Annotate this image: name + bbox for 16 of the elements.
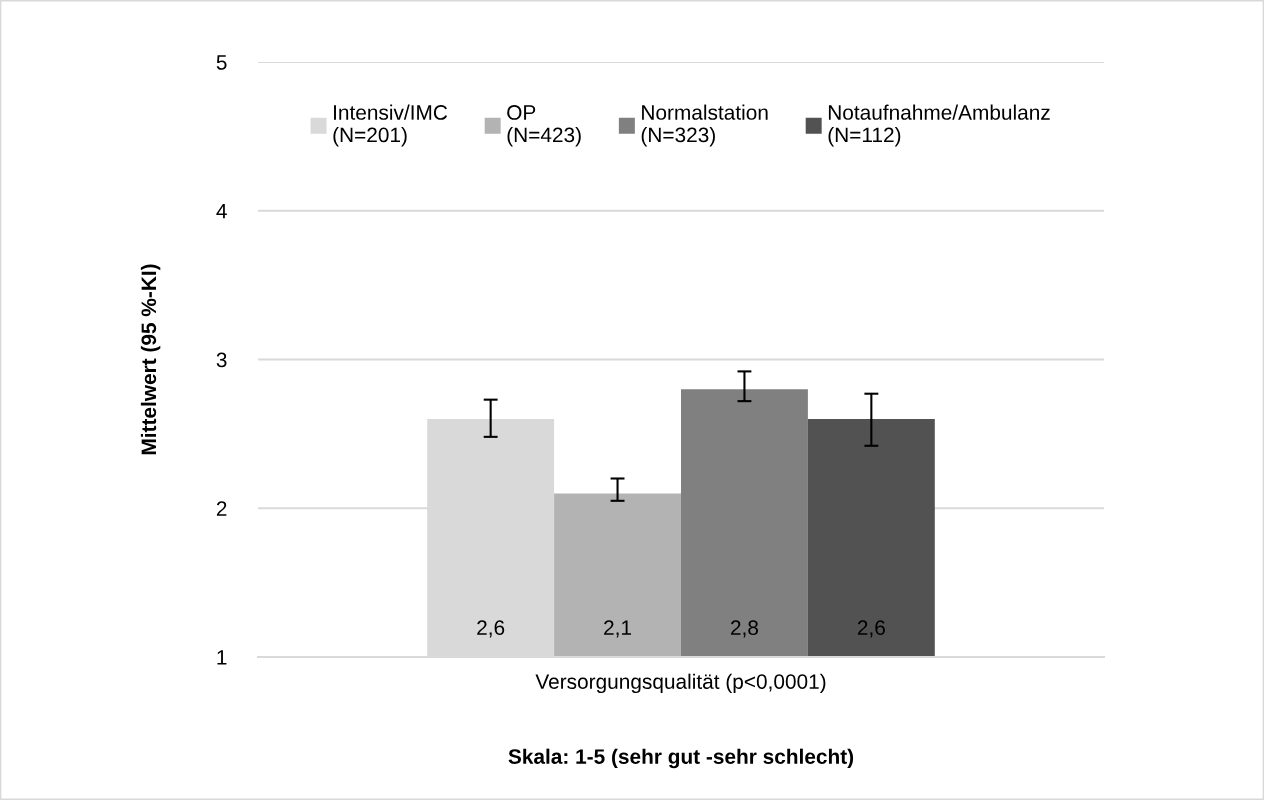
y-tick-label: 4 [216,203,227,219]
x-axis-title: Skala: 1-5 (sehr gut -sehr schlecht) [508,748,854,769]
y-tick-label: 1 [217,650,227,665]
data-label: 2,6 [857,620,885,638]
x-tick-label: Versorgungsqualität (p<0,0001) [535,673,826,694]
legend-label: Intensiv/IMC (N=201) [333,104,448,147]
legend-label: Normalstation (N=323) [641,104,768,147]
y-tick-label: 2 [216,501,227,516]
legend-label: Notaufnahme/Ambulanz (N=112) [828,104,1050,147]
data-label: 2,6 [477,620,505,638]
y-tick-label: 3 [216,352,227,368]
data-label: 2,1 [604,620,632,638]
y-axis-title: Mittelwert (95 %-KI) [140,264,161,455]
data-label: 2,8 [731,620,759,638]
y-tick-label: 5 [216,55,227,70]
legend-label: OP (N=423) [507,105,581,147]
